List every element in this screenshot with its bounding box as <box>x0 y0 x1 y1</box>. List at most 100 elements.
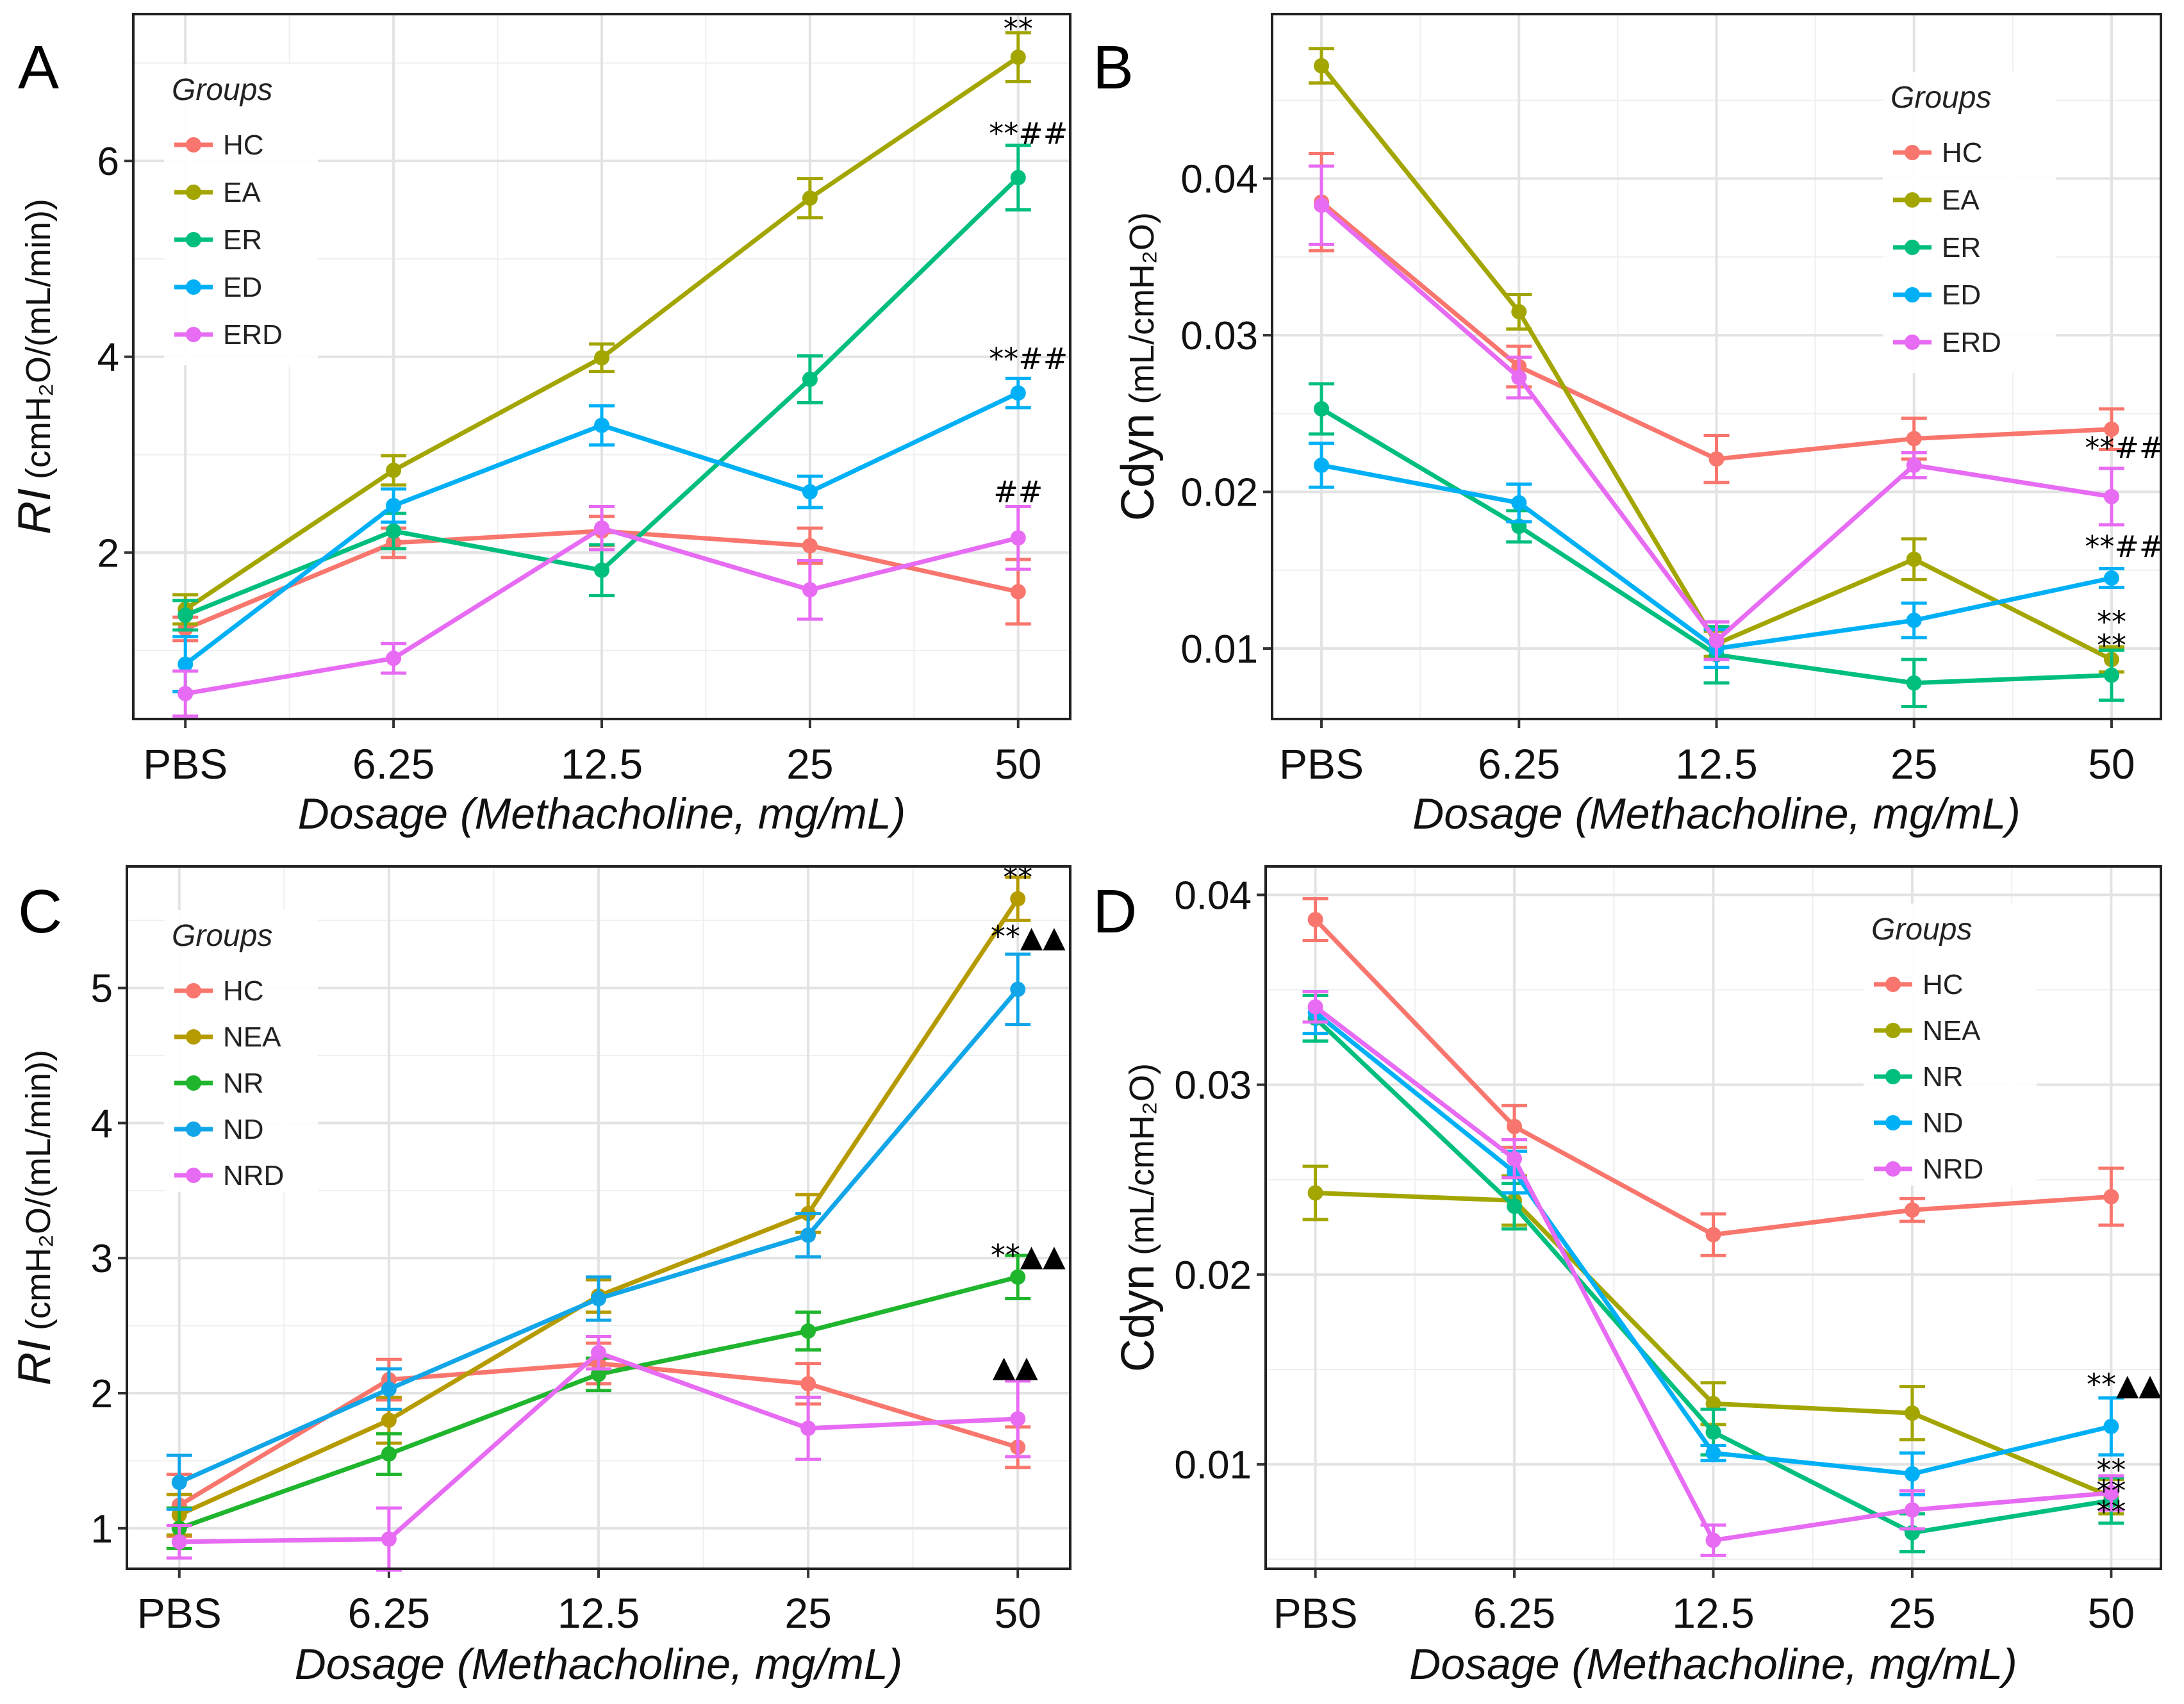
legend-label: NEA <box>223 1022 281 1053</box>
legend-key-point <box>1885 1023 1901 1038</box>
y-tick-label: 0.01 <box>1174 1443 1252 1487</box>
data-point <box>802 371 818 387</box>
x-tick-label: 50 <box>995 740 1041 788</box>
legend-key-point <box>186 327 201 342</box>
panel-letter: D <box>1093 877 1137 946</box>
plot-border <box>1264 865 2162 1570</box>
legend-label: EA <box>1942 185 1980 216</box>
data-point <box>1906 458 1922 473</box>
data-point <box>1511 304 1527 320</box>
x-tick-label: 6.25 <box>348 1589 430 1637</box>
significance-annotation: **## <box>2085 431 2163 465</box>
data-point <box>381 1412 397 1428</box>
y-tick-label: 4 <box>91 1102 113 1146</box>
data-point <box>800 1227 816 1243</box>
data-point <box>1904 1405 1920 1421</box>
legend: Groups HC NEA NR ND NRD <box>164 910 318 1192</box>
y-tick-label: 2 <box>97 531 119 575</box>
x-tick-label: PBS <box>1273 1589 1358 1637</box>
significance-annotation: ▲▲ <box>993 1349 1038 1384</box>
legend-key <box>1874 1023 1912 1038</box>
data-point <box>594 562 609 578</box>
legend-key <box>1893 240 1932 255</box>
legend-key <box>1893 335 1932 350</box>
data-point <box>2103 1418 2119 1434</box>
legend-key-point <box>1885 1115 1901 1130</box>
legend-key-point <box>1905 192 1920 208</box>
legend-key-point <box>186 1168 201 1183</box>
data-point <box>386 497 402 513</box>
legend-background <box>164 64 318 365</box>
legend-key <box>174 1075 213 1091</box>
legend-key-point <box>1905 287 1920 302</box>
significance-annotation: ** <box>2096 1453 2126 1487</box>
data-point <box>1906 613 1922 628</box>
legend-label: HC <box>1942 137 1983 169</box>
legend-key-point <box>186 279 201 295</box>
y-axis-title: RI (cmH₂O/(mL/min)) <box>9 199 60 534</box>
legend-label: ED <box>1942 279 1981 311</box>
data-point <box>1507 1118 1523 1134</box>
legend-label: NRD <box>1923 1154 1983 1185</box>
data-point <box>802 582 818 598</box>
series-nd <box>166 952 1031 1511</box>
y-tick-label: 5 <box>91 967 113 1011</box>
data-point <box>800 1420 816 1436</box>
data-point <box>594 520 609 536</box>
x-tick-label: PBS <box>1279 740 1364 788</box>
legend-key-point <box>186 1029 201 1045</box>
data-point <box>381 1381 397 1397</box>
y-tick-label: 0.03 <box>1174 1064 1252 1108</box>
legend-key <box>1893 145 1932 160</box>
data-point <box>2103 1189 2119 1205</box>
data-point <box>1307 911 1323 927</box>
data-point <box>2103 488 2119 504</box>
data-point <box>1010 1411 1026 1427</box>
legend-key-point <box>1885 977 1901 992</box>
legend-key-point <box>1905 145 1920 160</box>
significance-annotation: ## <box>993 475 1043 509</box>
y-tick-label: 0.04 <box>1174 873 1252 918</box>
series-erd <box>172 504 1031 718</box>
data-point <box>386 462 402 478</box>
y-axis-title-unit: (mL/cmH₂O) <box>1123 212 1161 404</box>
legend-key <box>1893 192 1932 208</box>
significance-annotation: **▲▲ <box>991 1238 1066 1273</box>
panel-b: 0.01 0.02 0.03 0.04 PBS 6.25 12.5 25 50 Dosage (M… <box>1093 13 2163 838</box>
legend-key <box>174 1029 213 1045</box>
legend-key-point <box>186 1075 201 1091</box>
x-tick-label: 50 <box>2088 740 2135 788</box>
panel-letter: A <box>18 33 59 102</box>
data-point <box>386 650 402 666</box>
legend-label: NR <box>1923 1061 1964 1093</box>
legend-key-point <box>1885 1069 1901 1084</box>
panel-a: 2 4 6 PBS 6.25 12.5 25 50 Dosage (Methacholine, … <box>9 12 1071 838</box>
significance-annotation: ** <box>2097 628 2126 663</box>
legend-label: ERD <box>223 319 283 351</box>
legend-label: ND <box>223 1114 264 1145</box>
data-point <box>178 656 194 672</box>
x-tick-label: 12.5 <box>1675 740 1757 788</box>
legend-key <box>1874 977 1912 992</box>
legend-label: ED <box>223 272 262 303</box>
legend-label: NR <box>223 1068 264 1099</box>
data-point <box>1010 981 1026 997</box>
legend-key <box>174 983 213 998</box>
data-point <box>178 686 194 702</box>
data-point <box>802 538 818 554</box>
data-point <box>1705 1424 1721 1440</box>
legend-key-point <box>186 983 201 998</box>
y-axis-title: RI (cmH₂O/(mL/min)) <box>9 1050 60 1386</box>
x-axis-title: Dosage (Methacholine, mg/mL) <box>295 1640 903 1689</box>
legend-key-point <box>186 232 201 247</box>
series-ed <box>172 376 1031 693</box>
plot-border <box>132 13 1071 720</box>
x-tick-label: 12.5 <box>558 1589 640 1637</box>
y-axis-title-main: RI <box>9 1339 60 1386</box>
legend-label: HC <box>223 129 264 161</box>
y-tick-label: 0.02 <box>1180 471 1258 515</box>
y-tick-label: 0.02 <box>1174 1253 1252 1298</box>
x-tick-label: 6.25 <box>1478 740 1560 788</box>
data-point <box>591 1344 606 1361</box>
